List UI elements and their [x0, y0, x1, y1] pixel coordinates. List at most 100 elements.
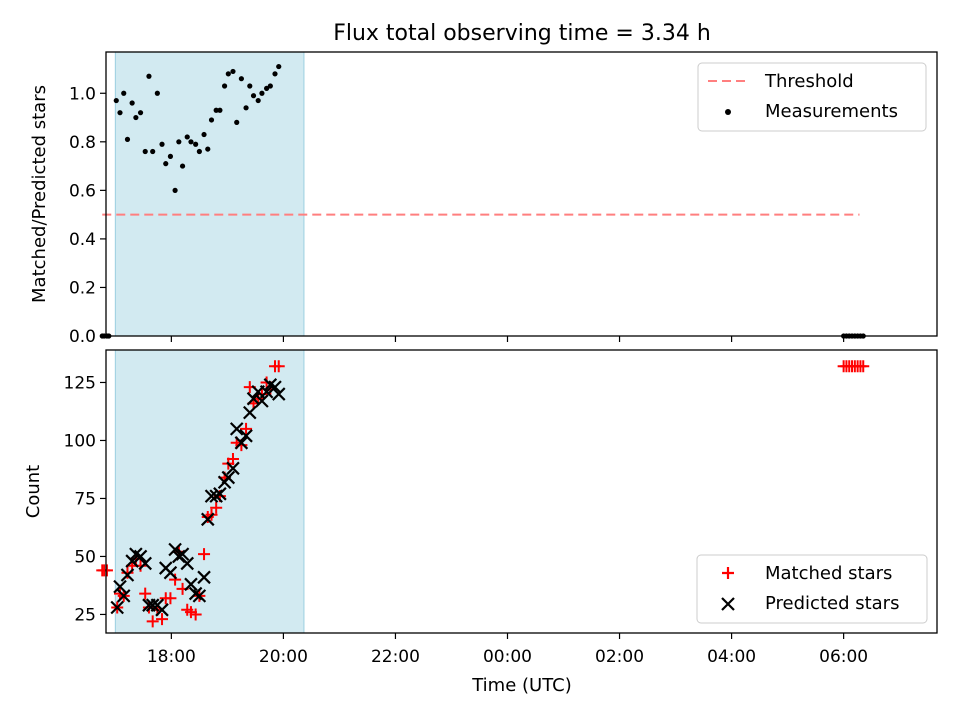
predicted-star-point [155, 603, 169, 617]
bottom-legend: Matched stars Predicted stars [696, 554, 928, 624]
predicted-star-point [271, 387, 286, 401]
matched-star-point [210, 501, 223, 514]
y-tick-label: 1.0 [69, 84, 96, 104]
y-tick-label: 50 [74, 547, 96, 567]
legend-predicted-label: Predicted stars [765, 593, 899, 614]
matched-star-point [857, 360, 870, 373]
predicted-star-point [234, 436, 249, 450]
measurement-point [217, 107, 223, 113]
predicted-star-point [192, 589, 207, 603]
measurement-point [272, 71, 278, 77]
top-axes-frame [105, 51, 938, 337]
legend-threshold-label: Threshold [764, 71, 854, 92]
measurement-point [267, 83, 273, 89]
legend-predicted-swatch [721, 597, 735, 611]
measurement-point [234, 119, 240, 125]
measurement-point [133, 114, 139, 121]
x-axis-label: Time (UTC) [471, 675, 572, 696]
measurement-point [259, 90, 265, 96]
matched-star-point [226, 453, 239, 466]
predicted-star-point [226, 461, 240, 476]
measurement-point [225, 71, 231, 77]
y-tick-label: 100 [64, 431, 96, 451]
predicted-star-point [259, 384, 274, 399]
predicted-star-point [243, 405, 257, 420]
measurements-series [99, 63, 866, 339]
legend-measurements-label: Measurements [765, 101, 898, 122]
matched-star-point [272, 360, 285, 373]
predicted-star-point [113, 579, 127, 594]
bottom-y-axis-label: Count [23, 465, 44, 518]
measurement-point [167, 153, 174, 159]
predicted-star-point [197, 570, 211, 585]
measurement-point [196, 148, 202, 155]
measurement-point [129, 100, 135, 106]
measurement-point [159, 141, 165, 147]
y-tick-label: 0.6 [69, 181, 96, 201]
top-axis-ticks: 0.0 0.2 0.4 0.6 0.8 1.0 [69, 84, 845, 347]
matched-star-point [240, 422, 253, 435]
matched-star-point [169, 573, 182, 586]
predicted-star-point [110, 600, 124, 615]
predicted-star-point [229, 422, 244, 436]
y-tick-label: 0.2 [69, 278, 96, 298]
predicted-star-point [268, 380, 282, 394]
measurement-point [238, 76, 244, 82]
y-tick-label: 25 [74, 605, 96, 625]
predicted-star-point [221, 470, 236, 485]
measurement-point [276, 63, 282, 70]
predicted-star-point [204, 489, 219, 503]
matched-star-point [146, 615, 159, 628]
measurement-point [121, 90, 127, 96]
y-tick-label: 0.8 [69, 133, 96, 153]
predicted-star-point [116, 589, 131, 603]
measurement-point [213, 107, 219, 113]
chart-title: Flux total observing time = 3.34 h [333, 21, 711, 46]
measurement-point [188, 139, 194, 145]
predicted-star-point [175, 547, 190, 561]
measurement-point [221, 83, 228, 89]
x-tick-label: 04:00 [707, 647, 756, 667]
predicted-star-point [239, 429, 253, 443]
predicted-star-point [255, 394, 269, 408]
legend-matched-label: Matched stars [765, 563, 892, 584]
predicted-star-point [120, 568, 135, 582]
matched-star-point [139, 587, 152, 600]
predicted-star-point [200, 512, 215, 527]
matched-star-point [121, 566, 134, 579]
top-y-axis-label: Matched/Predicted stars [29, 85, 50, 303]
predicted-star-point [184, 577, 198, 592]
measurement-point [179, 163, 186, 169]
predicted-star-point [163, 565, 178, 580]
bottom-legend-box [696, 554, 928, 624]
y-tick-label: 125 [64, 373, 96, 393]
measurement-point [208, 117, 215, 123]
measurement-point [137, 110, 144, 116]
measurement-point [247, 83, 253, 89]
predicted-star-point [180, 556, 195, 571]
measurement-point [250, 93, 257, 99]
matched-star-point [100, 564, 113, 577]
matched-star-point [189, 608, 202, 621]
measurement-point [117, 110, 123, 116]
measurement-point [124, 136, 131, 142]
measurement-point [150, 148, 156, 155]
matched-star-point [164, 592, 177, 605]
predicted-star-point [213, 487, 227, 501]
measurement-point [172, 187, 178, 193]
measurement-point [205, 146, 211, 152]
predicted-star-point [133, 549, 148, 564]
top-observing-window [114, 51, 305, 337]
measurement-point [163, 161, 169, 167]
predicted-star-point [246, 391, 261, 406]
x-tick-label: 18:00 [147, 647, 196, 667]
measurement-point [184, 134, 190, 140]
matched-star-point [198, 548, 211, 561]
measurement-point [142, 148, 148, 155]
y-tick-label: 0.0 [69, 327, 96, 347]
predicted-star-point [125, 554, 139, 568]
measurement-point [243, 105, 249, 111]
legend-matched-swatch [722, 567, 734, 579]
x-tick-label: 00:00 [483, 647, 532, 667]
